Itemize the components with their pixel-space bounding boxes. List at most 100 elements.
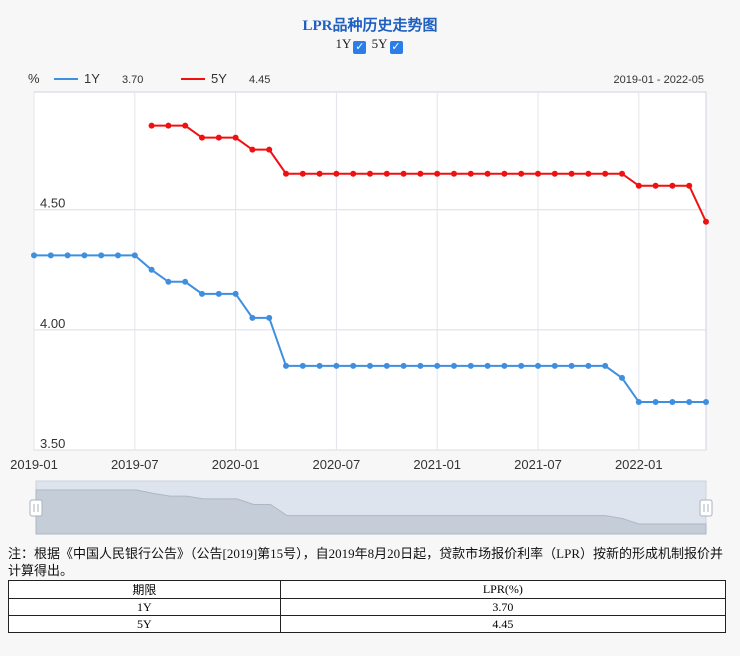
toggle-5y-label: 5Y	[371, 36, 388, 51]
data-point	[215, 134, 222, 141]
plot-area	[33, 91, 707, 451]
data-point	[232, 134, 239, 141]
zoom-slider[interactable]	[29, 480, 713, 535]
data-point	[686, 182, 693, 189]
data-point	[484, 170, 491, 177]
data-point	[367, 362, 373, 369]
data-point	[434, 170, 441, 177]
data-point	[703, 398, 709, 405]
table-header: LPR(%)	[279, 580, 727, 599]
toggle-1y-checkbox[interactable]: ✓	[353, 41, 367, 54]
data-point	[215, 290, 222, 297]
zoom-handle[interactable]	[29, 499, 43, 517]
series-lines	[31, 122, 709, 405]
data-point	[367, 170, 373, 177]
axis-ticks: 3.50 4.00 4.50 2019-01 2019-07 2020-01 2020-07…	[10, 196, 663, 472]
y-unit-label: %	[28, 71, 40, 86]
table-header-row: 期限 LPR(%)	[8, 580, 727, 599]
data-point	[484, 362, 491, 369]
data-point	[619, 374, 625, 381]
data-point	[467, 170, 474, 177]
legend-value: 4.45	[249, 74, 270, 86]
table-header: 期限	[8, 580, 281, 599]
legend-value: 3.70	[122, 74, 143, 86]
data-point	[148, 266, 155, 273]
data-point	[467, 362, 474, 369]
table-row: 1Y 3.70	[8, 598, 727, 616]
x-tick-label: 2021-01	[413, 457, 461, 472]
data-point	[98, 252, 105, 259]
data-point	[451, 362, 457, 369]
toggle-1y-label: 1Y	[335, 36, 352, 51]
data-point	[232, 290, 239, 297]
data-point	[568, 362, 575, 369]
data-point	[635, 398, 642, 405]
data-point	[47, 252, 54, 259]
data-point	[199, 290, 205, 297]
data-point	[535, 362, 541, 369]
legend-label: 5Y	[211, 71, 227, 86]
data-point	[299, 362, 306, 369]
data-point	[703, 218, 709, 225]
data-point	[602, 170, 609, 177]
date-range-label: 2019-01 - 2022-05	[613, 74, 704, 86]
data-point	[283, 362, 289, 369]
toggle-5y-checkbox[interactable]: ✓	[389, 41, 403, 54]
data-point	[148, 122, 155, 129]
x-tick-label: 2020-07	[313, 457, 361, 472]
table-cell: 5Y	[8, 615, 281, 633]
data-point	[316, 170, 323, 177]
y-tick-label: 3.50	[40, 436, 65, 451]
data-point	[602, 362, 609, 369]
data-point	[333, 170, 340, 177]
data-point	[551, 362, 558, 369]
data-point	[81, 252, 88, 259]
zoom-handle[interactable]	[699, 499, 713, 517]
data-point	[199, 134, 205, 141]
data-point	[585, 170, 592, 177]
legend: % 1Y 3.70 5Y 4.45 2019-01 - 2022-05	[28, 71, 704, 86]
data-point	[551, 170, 558, 177]
data-point	[535, 170, 541, 177]
data-point	[501, 362, 508, 369]
data-point	[568, 170, 575, 177]
data-point	[131, 252, 138, 259]
data-point	[299, 170, 306, 177]
y-tick-label: 4.00	[40, 316, 65, 331]
data-point	[619, 170, 625, 177]
data-point	[182, 122, 189, 129]
lpr-table: 期限 LPR(%) 1Y 3.70 5Y 4.45	[8, 580, 727, 633]
data-point	[652, 398, 659, 405]
x-tick-label: 2022-01	[615, 457, 663, 472]
data-point	[350, 170, 357, 177]
data-point	[182, 278, 189, 285]
y-tick-label: 4.50	[40, 196, 65, 211]
data-point	[669, 398, 676, 405]
data-point	[400, 170, 407, 177]
chart-title: LPR品种历史走势图	[302, 18, 438, 34]
table-cell: 1Y	[8, 598, 281, 616]
data-point	[417, 170, 424, 177]
data-point	[383, 362, 390, 369]
data-point	[518, 170, 525, 177]
footnote: 注：根据《中国人民银行公告》（公告[2019]第15号），自2019年8月20日…	[8, 546, 724, 578]
data-point	[635, 182, 642, 189]
zoom-preview-area	[35, 489, 707, 535]
x-tick-label: 2019-01	[10, 457, 58, 472]
x-tick-label: 2021-07	[514, 457, 562, 472]
data-point	[669, 182, 676, 189]
data-point	[400, 362, 407, 369]
grid	[33, 92, 706, 451]
data-point	[266, 146, 273, 153]
data-point	[501, 170, 508, 177]
data-point	[266, 314, 273, 321]
x-tick-label: 2019-07	[111, 457, 159, 472]
data-point	[652, 182, 659, 189]
data-point	[165, 278, 172, 285]
x-tick-label: 2020-01	[212, 457, 260, 472]
data-point	[115, 252, 121, 259]
data-point	[333, 362, 340, 369]
data-point	[249, 314, 256, 321]
series-line-5y	[151, 124, 707, 223]
legend-label: 1Y	[84, 71, 100, 86]
